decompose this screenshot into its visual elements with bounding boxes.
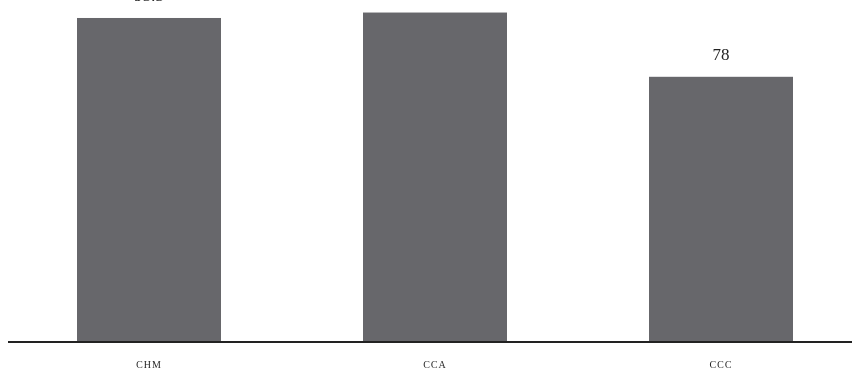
value-label-chm: 95.3 xyxy=(134,0,164,5)
value-label-ccc: 78 xyxy=(713,45,730,64)
bars-group xyxy=(77,12,793,343)
category-label-chm: CHM xyxy=(136,357,162,372)
category-label-cca: CCA xyxy=(423,357,447,372)
category-label-ccc: CCC xyxy=(709,357,732,372)
value-labels-group: 95.396.978 xyxy=(134,0,729,64)
category-labels-group: CHM CCA CCC xyxy=(136,357,732,372)
bar-cca xyxy=(363,12,507,342)
bar-ccc xyxy=(649,76,793,343)
bar-chm xyxy=(77,17,221,342)
